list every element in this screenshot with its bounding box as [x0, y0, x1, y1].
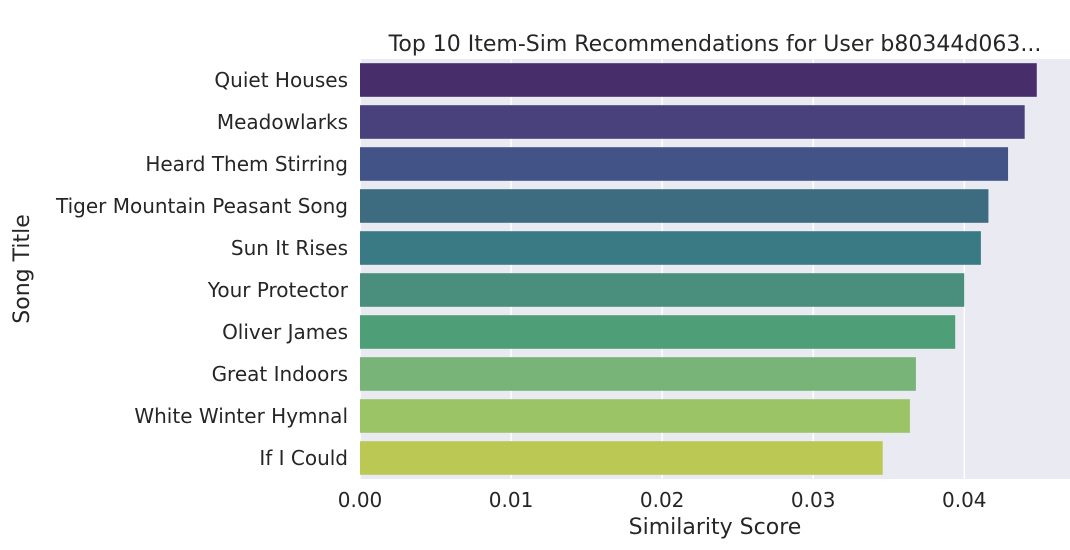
bar-8	[360, 399, 910, 433]
bar-5	[360, 273, 965, 307]
y-tick-label-0: Quiet Houses	[214, 68, 348, 92]
y-tick-labels: Quiet Houses Meadowlarks Heard Them Stirri…	[55, 68, 349, 470]
bar-2	[360, 147, 1009, 181]
y-tick-label-7: Great Indoors	[212, 362, 348, 386]
y-tick-label-3: Tiger Mountain Peasant Song	[55, 194, 348, 218]
y-tick-label-6: Oliver James	[222, 320, 348, 344]
y-axis-title: Song Title	[10, 214, 35, 323]
x-tick-label-1: 0.01	[489, 488, 534, 512]
bar-1	[360, 105, 1025, 139]
bar-9	[360, 441, 883, 475]
chart-title: Top 10 Item-Sim Recommendations for User…	[388, 32, 1042, 57]
x-tick-label-2: 0.02	[640, 488, 685, 512]
bar-7	[360, 357, 916, 391]
x-tick-label-4: 0.04	[942, 488, 987, 512]
x-tick-label-3: 0.03	[791, 488, 836, 512]
y-tick-label-9: If I Could	[259, 446, 348, 470]
bars	[360, 63, 1037, 475]
bar-4	[360, 231, 981, 265]
x-axis-title: Similarity Score	[629, 515, 802, 540]
y-tick-label-4: Sun It Rises	[231, 236, 348, 260]
bar-3	[360, 189, 989, 223]
y-tick-label-5: Your Protector	[207, 278, 349, 302]
bar-6	[360, 315, 956, 349]
x-tick-labels: 0.00 0.01 0.02 0.03 0.04	[338, 488, 987, 512]
y-tick-label-1: Meadowlarks	[217, 110, 348, 134]
y-tick-label-2: Heard Them Stirring	[145, 152, 348, 176]
y-tick-label-8: White Winter Hymnal	[134, 404, 348, 428]
x-tick-label-0: 0.00	[338, 488, 383, 512]
bar-0	[360, 63, 1037, 97]
